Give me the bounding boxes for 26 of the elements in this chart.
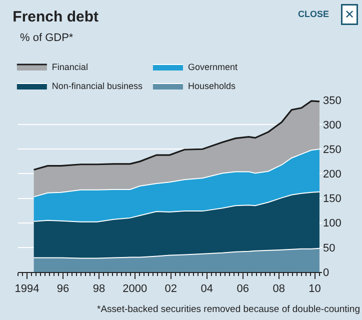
y-tick-label: 100: [323, 218, 342, 230]
x-tick-label: 98: [92, 283, 106, 296]
y-tick-label: 0: [323, 266, 330, 279]
chart-subtitle: % of GDP*: [20, 32, 74, 44]
x-tick-label: 1994: [14, 283, 40, 296]
x-tick-label: 2000: [122, 283, 148, 296]
y-tick-label: 350: [323, 94, 342, 107]
x-tick-label: 10: [308, 283, 321, 296]
x-tick-label: 06: [236, 283, 249, 296]
x-tick-label: 02: [164, 283, 178, 296]
text: ✕: [344, 8, 355, 22]
legend-label: Financial: [52, 62, 88, 72]
x-tick-label: 08: [272, 283, 285, 296]
y-tick-label: 250: [323, 144, 342, 156]
y-tick-label: 200: [323, 168, 342, 181]
legend-label: Households: [188, 81, 236, 92]
chart-title: French debt: [12, 8, 99, 26]
legend-label: Government: [188, 62, 238, 72]
text: *Asset-backed securities removed because of double-counting: [97, 304, 360, 315]
legend-label: Non-financial business: [52, 81, 143, 92]
x-tick-label: 96: [56, 283, 70, 296]
x-tick-label: 04: [200, 283, 214, 296]
y-tick-label: 300: [323, 119, 342, 132]
y-tick-label: 150: [323, 193, 342, 206]
text: CLOSE: [298, 9, 330, 19]
y-tick-label: 50: [323, 242, 336, 254]
